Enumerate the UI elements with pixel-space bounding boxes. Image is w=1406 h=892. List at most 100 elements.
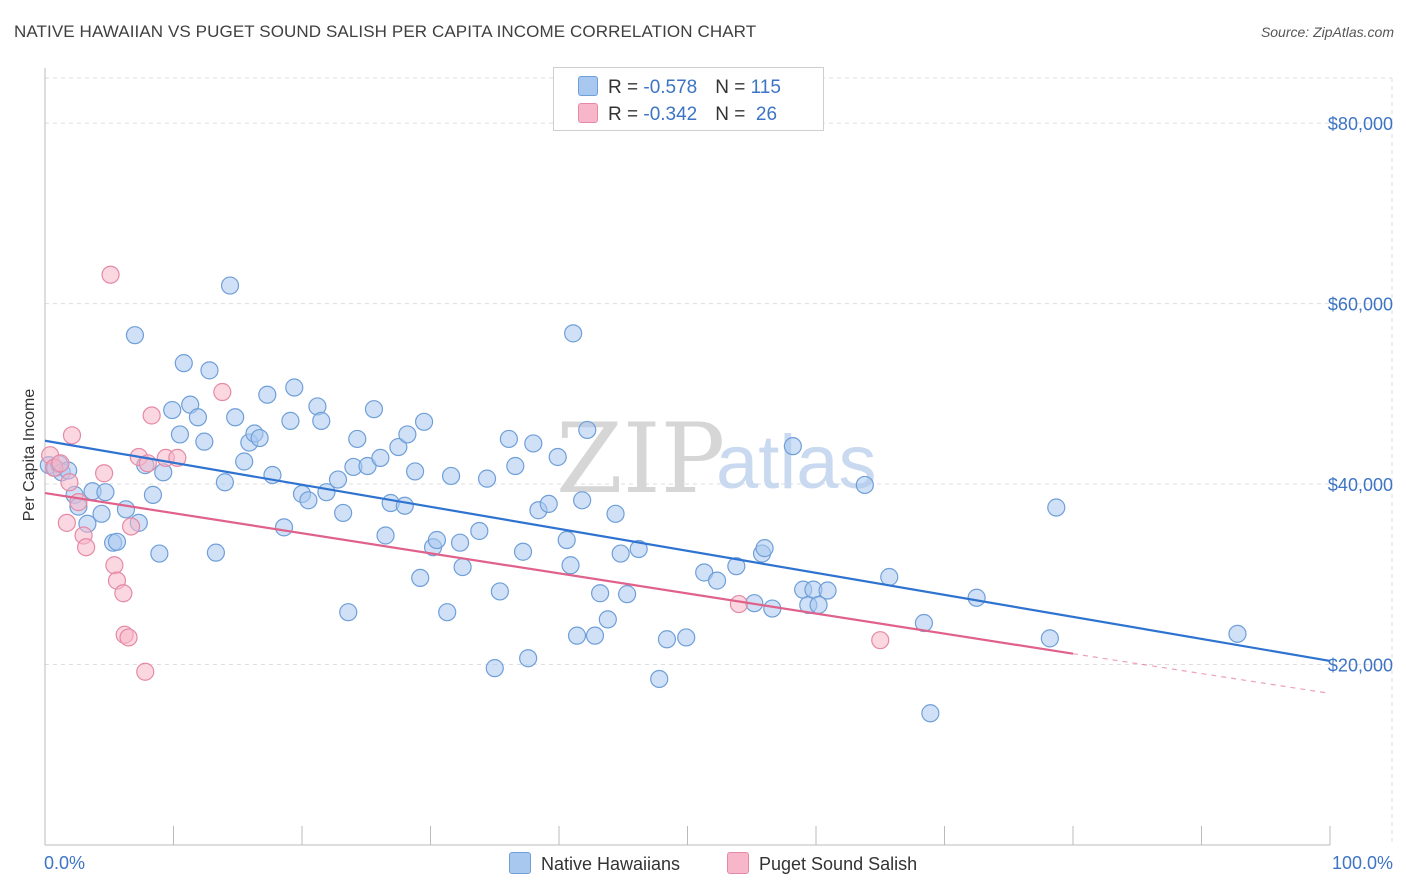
native-hawaiians-point (226, 408, 245, 427)
native-hawaiians-point (880, 567, 899, 587)
native-hawaiians-point (564, 324, 583, 343)
native-hawaiians-point (695, 563, 714, 582)
native-hawaiians-point (557, 530, 576, 550)
native-hawaiians-point (358, 456, 377, 476)
native-hawaiians-point (650, 669, 669, 689)
puget-sound-salish-point (60, 473, 79, 492)
r-label: R = (608, 104, 644, 125)
native-hawaiians-point (573, 491, 592, 510)
native-hawaiians-point (657, 630, 677, 649)
native-hawaiians-point (339, 603, 358, 622)
native-hawaiians-point (285, 378, 304, 397)
watermark-atlas: atlas (716, 420, 877, 505)
legend-label-native-hawaiians: Native Hawaiians (541, 854, 681, 874)
native-hawaiians-point (235, 452, 254, 471)
native-hawaiians-point (561, 556, 580, 575)
puget-sound-salish-point (121, 517, 141, 536)
native-hawaiians-point (163, 400, 182, 420)
native-hawaiians-point (281, 411, 300, 430)
native-hawaiians-point (783, 437, 802, 456)
native-hawaiians-point (450, 533, 470, 552)
native-hawaiians-point (116, 500, 136, 519)
native-hawaiians-point (499, 429, 518, 449)
puget-sound-salish-points (41, 265, 890, 681)
puget-sound-salish-point (729, 594, 749, 614)
puget-sound-salish-point (213, 382, 232, 402)
native-hawaiians-point (299, 491, 318, 510)
native-hawaiians-point (567, 626, 587, 645)
native-hawaiians-point (170, 425, 190, 444)
n-label: N = (715, 104, 751, 125)
puget-sound-salish-point (95, 464, 114, 483)
r-label: R = (608, 77, 644, 98)
puget-sound-salish-point (871, 631, 890, 650)
native-hawaiians-point (250, 428, 269, 448)
r-value-native: -0.578 (643, 77, 698, 98)
native-hawaiians-point (96, 483, 115, 502)
native-hawaiians-point (389, 437, 408, 457)
native-hawaiians-point (677, 628, 696, 647)
native-hawaiians-point (274, 518, 294, 537)
native-hawaiians-point (1047, 498, 1066, 517)
native-hawaiians-point (485, 659, 504, 678)
native-hawaiians-point (453, 557, 472, 577)
puget-sound-salish-point (101, 265, 120, 284)
puget-sound-salish-point (105, 556, 124, 575)
native-hawaiians-point (618, 585, 637, 604)
native-hawaiians-point (477, 469, 497, 488)
native-swatch (578, 76, 598, 96)
native-hawaiians-point (405, 462, 425, 481)
n-value-native: 115 (750, 77, 781, 98)
puget-sound-salish-swatch (727, 852, 749, 874)
native-hawaiians-point (371, 448, 390, 467)
native-hawaiians-point (707, 571, 727, 590)
puget-sound-salish-trend-extension (1072, 653, 1331, 694)
y-axis-title: Per Capita Income (21, 389, 38, 522)
n-value-puget: 26 (750, 104, 778, 125)
native-hawaiians-point (591, 584, 610, 603)
y-tick-label: $60,000 (1328, 295, 1393, 315)
x-tick-label-min: 0.0% (44, 853, 85, 873)
puget-sound-salish-point (114, 584, 133, 603)
native-hawaiians-point (855, 475, 874, 495)
puget-sound-salish-point (69, 493, 88, 512)
puget-sound-salish-point (57, 513, 76, 532)
native-hawaiians-point (539, 494, 558, 514)
legend-item-native-hawaiians[interactable]: Native Hawaiians (509, 852, 680, 876)
native-hawaiians-point (1228, 624, 1247, 643)
puget-sound-salish-point (142, 406, 161, 425)
native-hawaiians-point (548, 447, 567, 467)
native-hawaiians-point (398, 425, 417, 444)
native-hawaiians-point (395, 496, 414, 515)
native-hawaiians-point (629, 539, 648, 559)
legend-item-puget-sound-salish[interactable]: Puget Sound Salish (727, 852, 917, 876)
native-hawaiians-point (364, 400, 384, 419)
native-hawaiians-point (606, 504, 625, 523)
native-hawaiians-point (598, 610, 617, 629)
native-hawaiians-point (585, 626, 605, 645)
native-hawaiians-point (348, 429, 367, 449)
native-hawaiians-point (967, 588, 986, 607)
native-hawaiians-point (200, 361, 219, 380)
native-hawaiians-point (107, 532, 127, 551)
native-hawaiians-point (513, 542, 533, 561)
correlation-legend: R = -0.578 N = 115 R = -0.342 N = 26 (553, 67, 824, 131)
native-hawaiians-point (519, 649, 538, 668)
native-hawaiians-point (755, 539, 774, 558)
native-hawaiians-point (438, 603, 457, 622)
native-hawaiians-point (188, 408, 208, 427)
native-hawaiians-point (727, 557, 746, 576)
legend-row-native: R = -0.578 N = 115 (578, 76, 781, 100)
y-tick-label: $40,000 (1328, 475, 1393, 495)
native-hawaiians-point (506, 456, 525, 476)
native-hawaiians-point (215, 473, 234, 492)
native-hawaiians-point (441, 466, 461, 486)
source-label: Source: ZipAtlas.com (1260, 24, 1394, 40)
native-hawaiians-point (427, 530, 447, 550)
puget-sound-salish-point (51, 454, 70, 473)
tick-labels: $20,000 $40,000 $60,000 $80,000 0.0% 100.0% (44, 114, 1393, 873)
watermark: ZIP atlas (556, 403, 877, 515)
native-hawaiians-point (611, 544, 630, 563)
puget-sound-salish-point (136, 662, 155, 681)
